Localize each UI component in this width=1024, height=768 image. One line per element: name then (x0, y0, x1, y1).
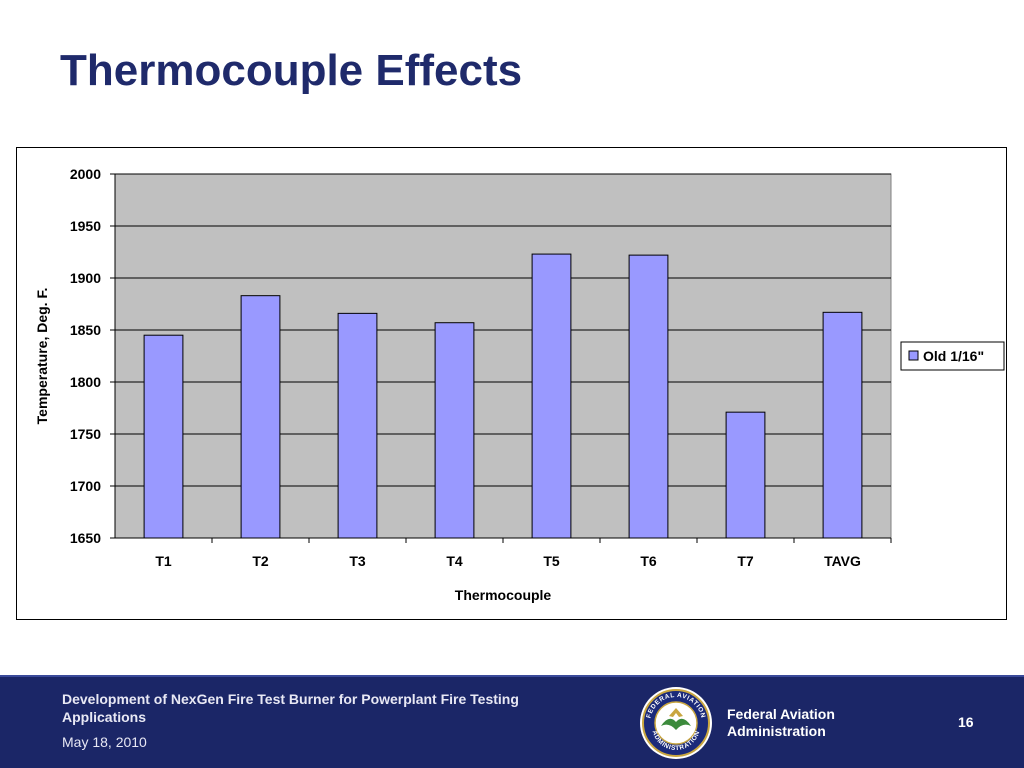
y-tick-label: 1650 (70, 530, 101, 546)
bar-t6 (628, 254, 669, 539)
footer-divider (0, 675, 1024, 677)
y-tick-label: 1850 (70, 322, 101, 338)
bar-t1 (143, 334, 184, 539)
bar-t3 (337, 312, 378, 539)
legend-label: Old 1/16" (923, 348, 984, 364)
x-tick-label: T4 (446, 553, 463, 569)
footer-organization: Federal Aviation Administration (727, 706, 835, 740)
footer-org-line2: Administration (727, 723, 826, 739)
footer-presentation-title: Development of NexGen Fire Test Burner f… (62, 691, 519, 725)
slide-title: Thermocouple Effects (60, 46, 523, 95)
faa-seal-icon: FEDERAL AVIATION ADMINISTRATION (640, 687, 712, 759)
footer-bar (0, 675, 1024, 768)
chart-frame: 1650 1700 1750 1800 1850 1900 1950 2000 T1 T2 T3 T4… (16, 147, 1007, 620)
legend: Old 1/16" (900, 341, 1005, 371)
bar-t7 (725, 411, 766, 539)
x-tick-label: T5 (543, 553, 560, 569)
footer-date: May 18, 2010 (62, 734, 147, 750)
bar-t5 (531, 253, 572, 539)
x-tick-label: T6 (640, 553, 657, 569)
x-tick-label: T3 (349, 553, 366, 569)
y-tick-label: 2000 (70, 166, 101, 182)
page-number: 16 (958, 714, 974, 730)
bar-t2 (240, 295, 281, 539)
bar-t4 (434, 322, 475, 539)
x-tick-label: T1 (155, 553, 172, 569)
x-tick-label: T2 (252, 553, 269, 569)
y-tick-label: 1900 (70, 270, 101, 286)
x-axis-label: Thermocouple (455, 587, 552, 603)
x-tick-label: TAVG (824, 553, 861, 569)
legend-swatch (908, 350, 919, 361)
y-tick-label: 1700 (70, 478, 101, 494)
plot-area (114, 173, 892, 539)
x-tick-label: T7 (737, 553, 754, 569)
footer-org-line1: Federal Aviation (727, 706, 835, 722)
y-tick-label: 1950 (70, 218, 101, 234)
bar-tavg (822, 311, 863, 539)
y-axis-label: Temperature, Deg. F. (34, 288, 50, 425)
bar-chart: 1650 1700 1750 1800 1850 1900 1950 2000 T1 T2 T3 T4… (34, 166, 1005, 603)
y-tick-label: 1750 (70, 426, 101, 442)
y-tick-label: 1800 (70, 374, 101, 390)
